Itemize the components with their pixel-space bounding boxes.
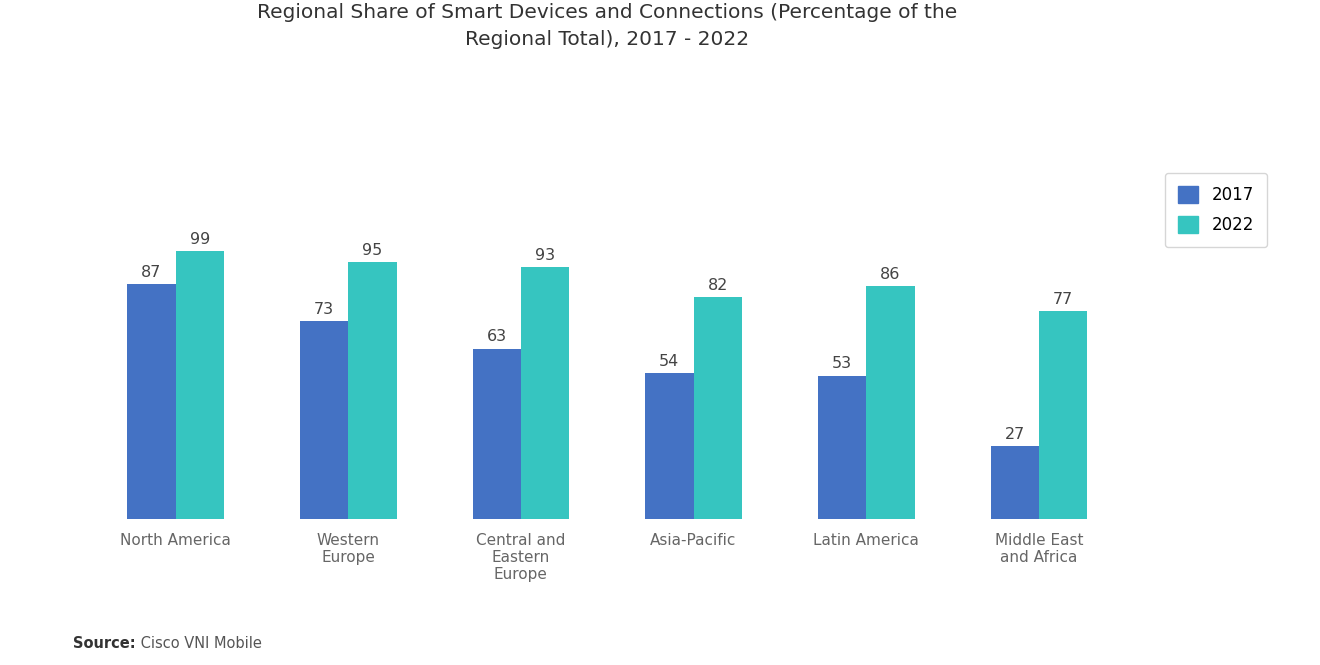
Text: 63: 63 bbox=[487, 329, 507, 344]
Bar bbox=[176, 251, 224, 519]
Bar bbox=[693, 297, 742, 519]
Bar bbox=[521, 267, 569, 519]
Text: 27: 27 bbox=[1005, 427, 1024, 442]
Text: 93: 93 bbox=[535, 249, 556, 263]
Bar bbox=[300, 321, 348, 519]
Text: 54: 54 bbox=[659, 354, 680, 369]
Bar bbox=[866, 287, 915, 519]
Bar bbox=[818, 376, 866, 519]
Legend: 2017, 2022: 2017, 2022 bbox=[1164, 173, 1267, 247]
Text: 73: 73 bbox=[314, 303, 334, 317]
Bar bbox=[127, 284, 176, 519]
Text: 86: 86 bbox=[880, 267, 900, 283]
Bar bbox=[1039, 311, 1088, 519]
Text: 82: 82 bbox=[708, 278, 727, 293]
Title: Regional Share of Smart Devices and Connections (Percentage of the
Regional Tota: Regional Share of Smart Devices and Conn… bbox=[257, 3, 957, 49]
Text: Cisco VNI Mobile: Cisco VNI Mobile bbox=[136, 636, 261, 652]
Text: Source:: Source: bbox=[73, 636, 135, 652]
Text: 77: 77 bbox=[1053, 292, 1073, 307]
Text: 95: 95 bbox=[362, 243, 383, 258]
Bar bbox=[990, 446, 1039, 519]
Text: 87: 87 bbox=[141, 265, 161, 279]
Text: 53: 53 bbox=[832, 356, 853, 372]
Text: 99: 99 bbox=[190, 232, 210, 247]
Bar bbox=[473, 348, 521, 519]
Bar bbox=[348, 262, 396, 519]
Bar bbox=[645, 373, 693, 519]
